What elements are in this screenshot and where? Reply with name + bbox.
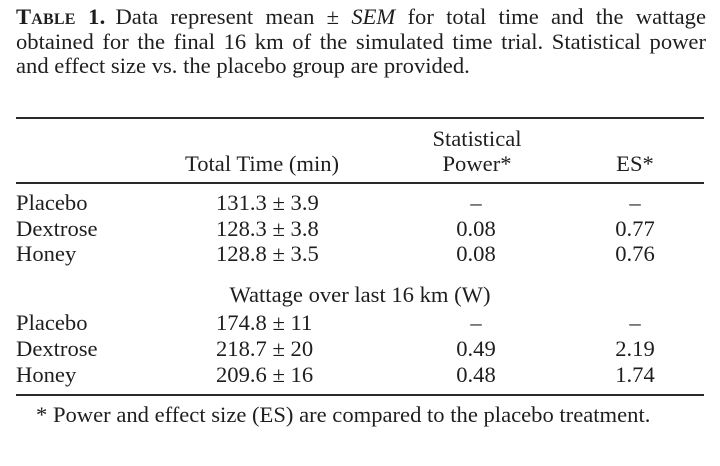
- row-group: Dextrose: [16, 216, 98, 241]
- row-power: –: [470, 310, 482, 335]
- table-caption: Table 1. Data represent mean ± SEM for to…: [16, 4, 707, 79]
- section-title: Wattage over last 16 km (W): [229, 282, 491, 307]
- row-value: 209.6 ± 16: [216, 362, 314, 387]
- row-power: –: [470, 190, 482, 215]
- row-group: Honey: [16, 362, 77, 387]
- row-es: 2.19: [615, 336, 655, 361]
- row-power: 0.08: [456, 216, 496, 241]
- row-value: 218.7 ± 20: [216, 336, 314, 361]
- bottom-rule: [16, 394, 704, 396]
- row-group: Dextrose: [16, 336, 98, 361]
- header-power-line1: Statistical: [432, 126, 522, 151]
- caption-text-1: Data represent mean ±: [115, 4, 352, 29]
- row-es: –: [629, 190, 641, 215]
- row-value: 174.8 ± 11: [216, 310, 313, 335]
- header-total-time: Total Time (min): [185, 151, 340, 176]
- table-label: Table 1.: [16, 4, 106, 29]
- row-es: –: [629, 310, 641, 335]
- row-group: Placebo: [16, 310, 88, 335]
- caption-sem: SEM: [351, 4, 396, 29]
- row-power: 0.49: [456, 336, 496, 361]
- row-power: 0.48: [456, 362, 496, 387]
- header-power-line2: Power*: [442, 151, 512, 176]
- row-value: 128.3 ± 3.8: [216, 216, 319, 241]
- row-power: 0.08: [456, 241, 496, 266]
- row-group: Placebo: [16, 190, 88, 215]
- row-es: 0.77: [615, 216, 655, 241]
- row-value: 128.8 ± 3.5: [216, 241, 319, 266]
- header-rule: [16, 182, 704, 184]
- caption-text-2: for total time and the wattage obtained …: [16, 4, 707, 78]
- table-footnote: * Power and effect size (ES) are compare…: [36, 402, 651, 427]
- top-rule: [16, 117, 704, 119]
- row-value: 131.3 ± 3.9: [216, 190, 319, 215]
- header-es: ES*: [616, 151, 654, 176]
- row-group: Honey: [16, 241, 77, 266]
- row-es: 0.76: [615, 241, 655, 266]
- row-es: 1.74: [615, 362, 655, 387]
